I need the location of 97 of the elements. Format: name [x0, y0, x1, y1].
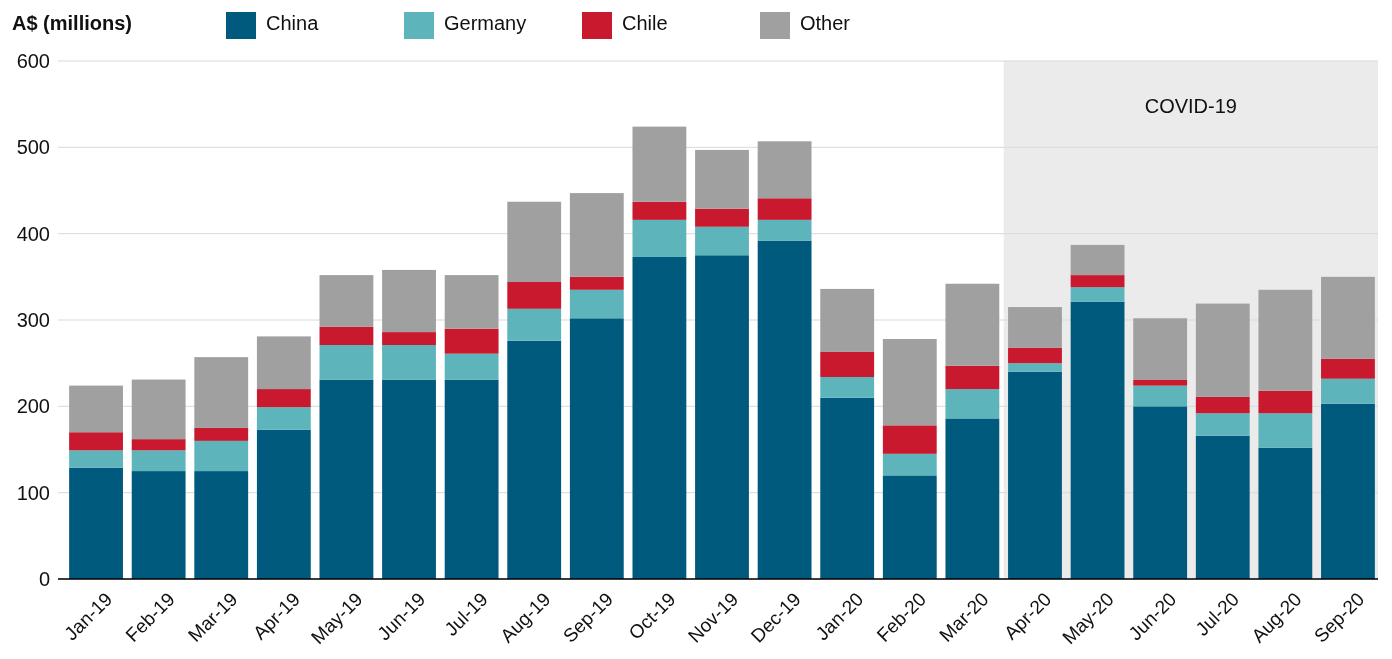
y-tick-label: 600	[16, 50, 50, 72]
bar	[256, 389, 311, 408]
bar	[69, 385, 123, 433]
y-tick-label: 300	[16, 309, 50, 331]
bar	[820, 376, 875, 398]
bar	[131, 471, 186, 579]
bar	[1258, 447, 1313, 579]
bar	[820, 397, 875, 579]
bar	[1133, 318, 1188, 380]
bar	[507, 201, 562, 283]
bar	[507, 282, 562, 309]
bar	[1070, 287, 1125, 302]
bar	[757, 198, 812, 220]
bar	[131, 450, 186, 472]
bar	[69, 467, 123, 579]
band-label: COVID-19	[1144, 95, 1237, 117]
legend-label: Chile	[622, 12, 668, 34]
bar	[1133, 385, 1188, 407]
bar	[945, 389, 1000, 419]
bar	[882, 453, 937, 476]
bar	[1008, 363, 1062, 372]
legend-label: Germany	[444, 12, 527, 34]
bar	[319, 345, 374, 380]
bar	[695, 226, 749, 256]
bar	[256, 336, 311, 390]
bar	[757, 240, 812, 579]
bar	[1321, 358, 1375, 379]
bar	[444, 353, 499, 380]
bar	[632, 201, 687, 220]
bar	[1195, 303, 1250, 397]
bar	[1133, 406, 1188, 579]
bar	[632, 256, 687, 579]
bar	[1258, 413, 1313, 448]
bar	[131, 379, 186, 440]
legend-label: Other	[800, 12, 851, 34]
bar	[382, 269, 436, 333]
bar	[382, 332, 436, 346]
bar	[507, 340, 562, 579]
y-tick-label: 0	[38, 568, 50, 590]
bar	[1070, 275, 1125, 288]
bar	[695, 208, 749, 227]
bar	[382, 345, 436, 380]
bar	[882, 338, 937, 426]
y-axis-title: A$ (millions)	[12, 12, 133, 34]
bar	[695, 255, 749, 579]
bar	[194, 427, 249, 441]
bar	[1070, 244, 1125, 276]
legend-label: China	[266, 12, 320, 34]
bar	[569, 289, 624, 319]
y-tick-label: 100	[16, 481, 50, 504]
bar	[695, 149, 749, 209]
bar	[131, 439, 186, 451]
bar	[507, 308, 562, 341]
bar	[194, 471, 249, 579]
bar	[1321, 403, 1375, 579]
bar	[1195, 413, 1250, 436]
bar	[1321, 378, 1375, 404]
bar	[820, 288, 875, 352]
bar	[444, 275, 499, 329]
y-tick-label: 500	[16, 136, 50, 159]
bar	[256, 429, 311, 579]
bar	[945, 418, 1000, 579]
bar	[1195, 396, 1250, 414]
bar	[1008, 347, 1062, 364]
bar	[1008, 371, 1062, 579]
bar	[444, 379, 499, 579]
y-tick-label: 200	[16, 395, 50, 418]
bar	[69, 432, 123, 451]
bar	[194, 440, 249, 472]
bar	[69, 450, 123, 468]
bar	[1133, 379, 1188, 386]
bar	[882, 475, 937, 579]
bar	[444, 328, 499, 354]
bar	[569, 276, 624, 290]
y-tick-label: 400	[16, 222, 50, 245]
bar	[757, 141, 812, 199]
bar	[1258, 289, 1313, 391]
bar	[569, 193, 624, 277]
bar	[632, 126, 687, 202]
bar	[1070, 301, 1125, 579]
bar	[945, 283, 1000, 366]
bar	[194, 357, 249, 428]
bar	[1258, 390, 1313, 414]
bar	[1321, 276, 1375, 359]
bar	[757, 219, 812, 241]
bar	[1195, 435, 1250, 579]
bar	[945, 365, 1000, 390]
bar	[319, 275, 374, 327]
bar	[319, 379, 374, 579]
bar	[382, 379, 436, 579]
bar	[319, 326, 374, 346]
bar	[632, 219, 687, 257]
bar	[820, 351, 875, 377]
bar	[256, 407, 311, 430]
bar	[1008, 307, 1062, 348]
bar	[882, 425, 937, 454]
bar	[569, 318, 624, 579]
